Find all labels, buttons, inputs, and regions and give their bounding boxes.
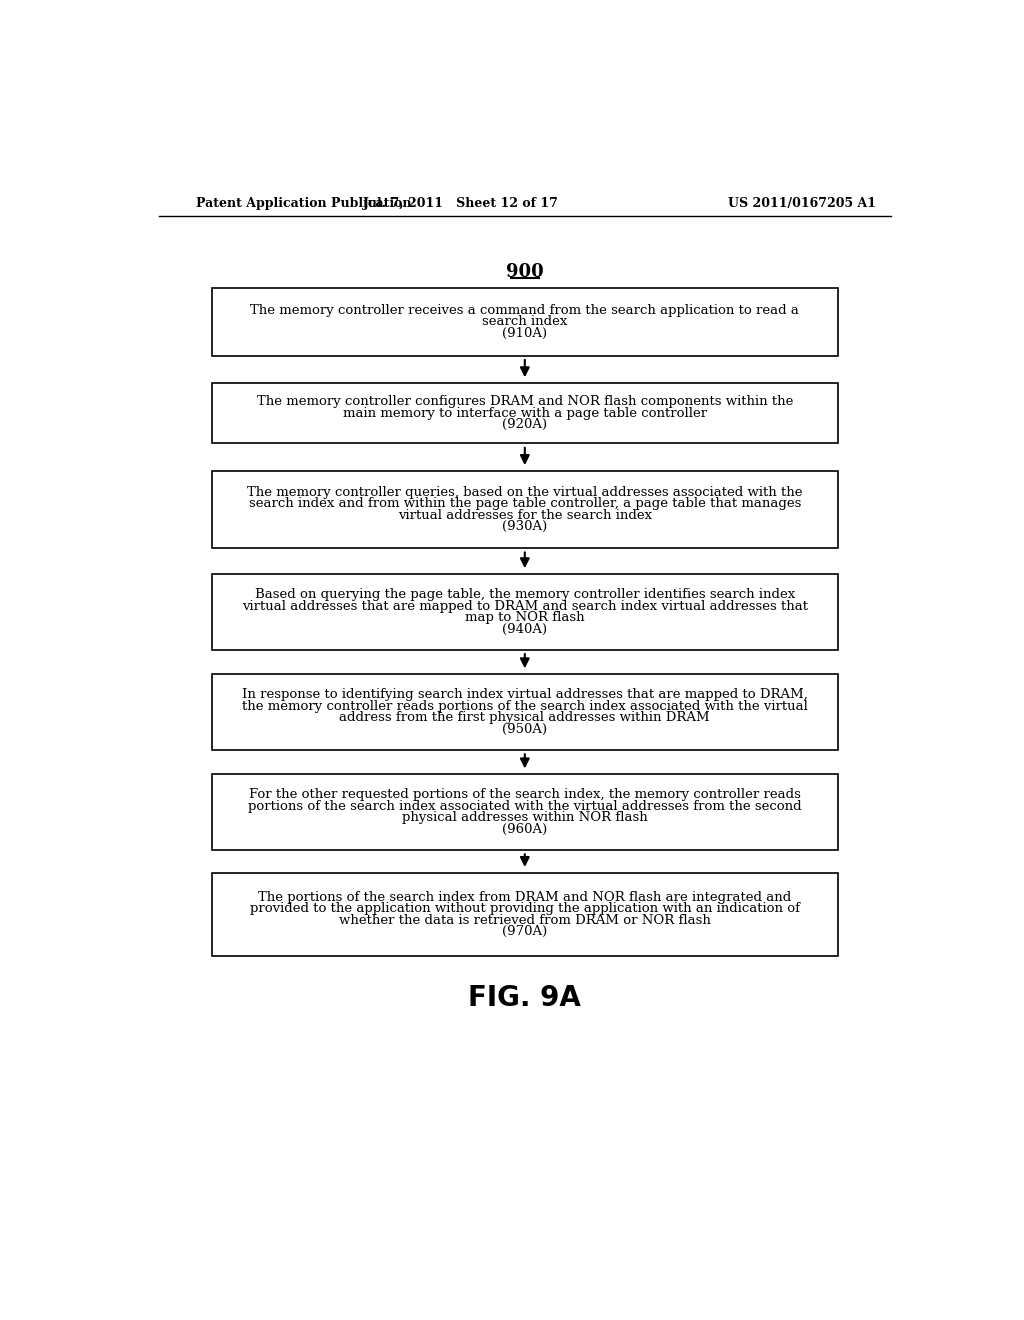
Text: virtual addresses for the search index: virtual addresses for the search index [397, 508, 652, 521]
Text: virtual addresses that are mapped to DRAM and search index virtual addresses tha: virtual addresses that are mapped to DRA… [242, 599, 808, 612]
Text: map to NOR flash: map to NOR flash [465, 611, 585, 624]
Text: FIG. 9A: FIG. 9A [468, 983, 582, 1011]
Text: main memory to interface with a page table controller: main memory to interface with a page tab… [343, 407, 707, 420]
Text: whether the data is retrieved from DRAM or NOR flash: whether the data is retrieved from DRAM … [339, 913, 711, 927]
Text: Patent Application Publication: Patent Application Publication [197, 197, 412, 210]
Text: In response to identifying search index virtual addresses that are mapped to DRA: In response to identifying search index … [242, 688, 808, 701]
Bar [212, 775, 838, 850]
Text: search index: search index [482, 315, 567, 329]
Text: (940A): (940A) [502, 623, 548, 636]
Text: portions of the search index associated with the virtual addresses from the seco: portions of the search index associated … [248, 800, 802, 813]
Text: (950A): (950A) [502, 723, 548, 735]
Text: Based on querying the page table, the memory controller identifies search index: Based on querying the page table, the me… [255, 589, 795, 601]
Bar [212, 288, 838, 355]
Text: (930A): (930A) [502, 520, 548, 533]
Text: (910A): (910A) [502, 326, 548, 339]
Bar [212, 574, 838, 649]
Text: 900: 900 [506, 264, 544, 281]
Text: For the other requested portions of the search index, the memory controller read: For the other requested portions of the … [249, 788, 801, 801]
Bar [212, 675, 838, 750]
Text: search index and from within the page table controller, a page table that manage: search index and from within the page ta… [249, 498, 801, 511]
Bar [212, 471, 838, 548]
Text: The memory controller configures DRAM and NOR flash components within the: The memory controller configures DRAM an… [257, 395, 793, 408]
Text: The memory controller receives a command from the search application to read a: The memory controller receives a command… [250, 304, 800, 317]
Bar [212, 383, 838, 444]
Text: address from the first physical addresses within DRAM: address from the first physical addresse… [340, 711, 710, 725]
Bar [212, 873, 838, 956]
Text: Jul. 7, 2011   Sheet 12 of 17: Jul. 7, 2011 Sheet 12 of 17 [364, 197, 559, 210]
Text: The memory controller queries, based on the virtual addresses associated with th: The memory controller queries, based on … [247, 486, 803, 499]
Text: (960A): (960A) [502, 822, 548, 836]
Text: The portions of the search index from DRAM and NOR flash are integrated and: The portions of the search index from DR… [258, 891, 792, 904]
Text: US 2011/0167205 A1: US 2011/0167205 A1 [728, 197, 877, 210]
Text: (920A): (920A) [502, 418, 548, 432]
Text: the memory controller reads portions of the search index associated with the vir: the memory controller reads portions of … [242, 700, 808, 713]
Text: provided to the application without providing the application with an indication: provided to the application without prov… [250, 903, 800, 915]
Text: physical addresses within NOR flash: physical addresses within NOR flash [402, 812, 647, 825]
Text: (970A): (970A) [502, 925, 548, 939]
